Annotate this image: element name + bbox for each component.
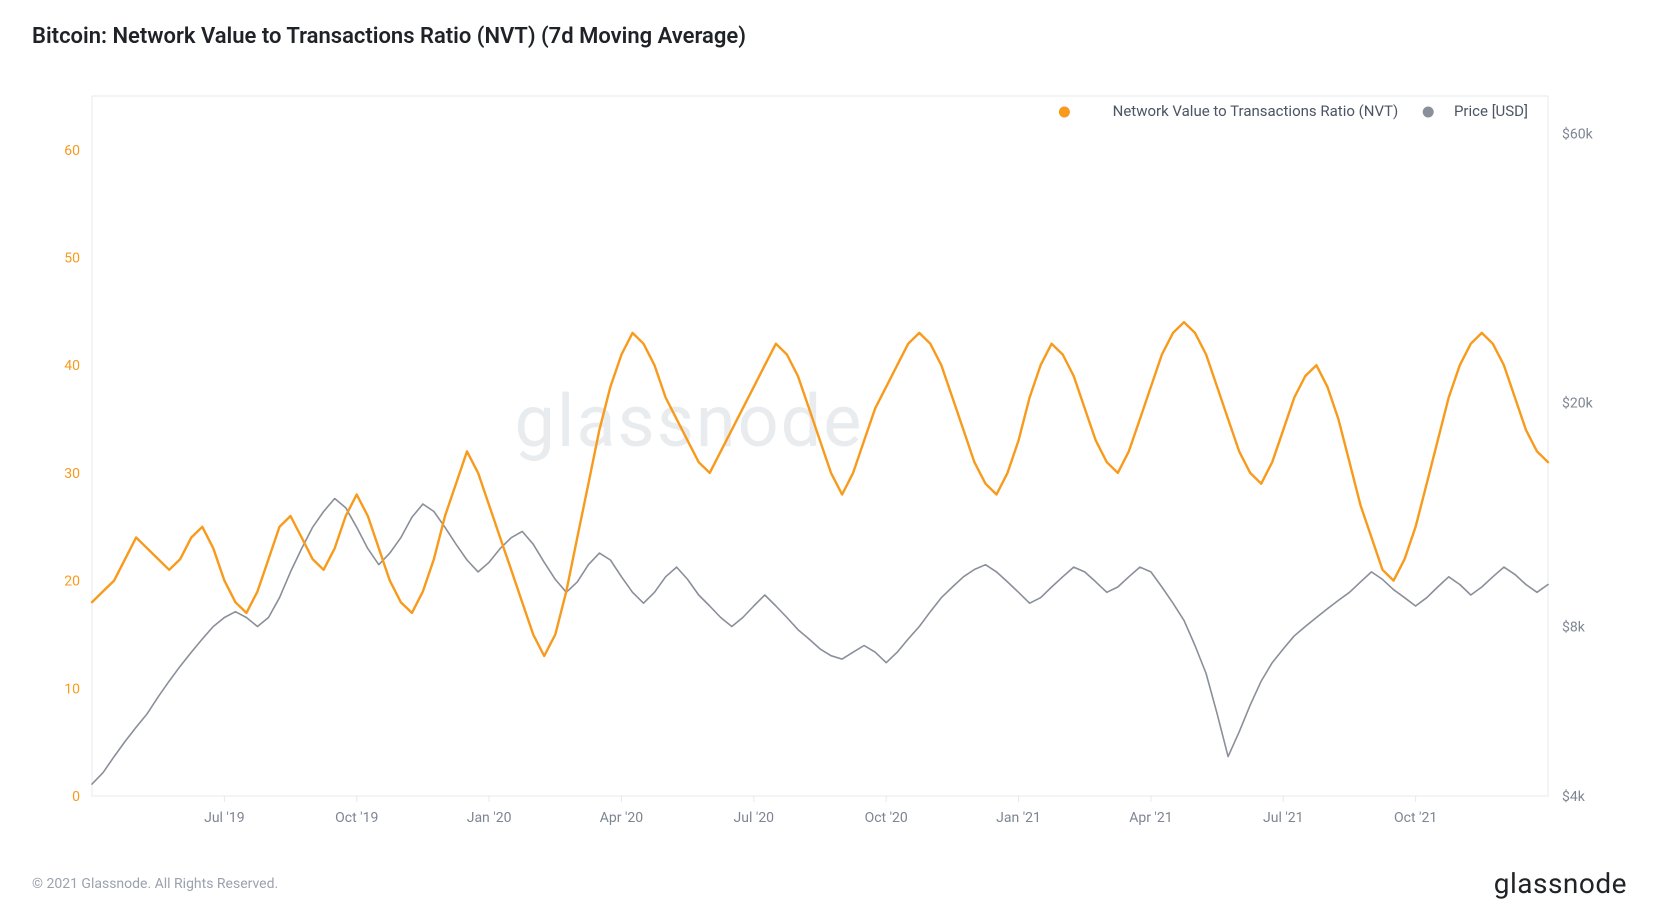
svg-text:Jul '21: Jul '21 xyxy=(1263,810,1304,826)
svg-text:30: 30 xyxy=(64,466,80,482)
svg-text:50: 50 xyxy=(64,251,80,267)
svg-text:Jul '19: Jul '19 xyxy=(204,810,245,826)
svg-text:$60k: $60k xyxy=(1562,126,1594,143)
svg-text:Price [USD]: Price [USD] xyxy=(1454,102,1528,120)
brand-logo: glassnode xyxy=(1494,867,1627,900)
svg-text:Jan '20: Jan '20 xyxy=(467,810,512,826)
svg-text:$20k: $20k xyxy=(1562,394,1594,411)
copyright-text: © 2021 Glassnode. All Rights Reserved. xyxy=(32,876,278,892)
svg-text:Jul '20: Jul '20 xyxy=(734,810,775,826)
svg-text:Oct '21: Oct '21 xyxy=(1394,810,1437,826)
svg-text:0: 0 xyxy=(72,789,80,805)
svg-text:glassnode: glassnode xyxy=(514,379,863,464)
svg-text:$8k: $8k xyxy=(1562,618,1586,635)
svg-text:20: 20 xyxy=(64,574,80,590)
chart-container: glassnode 0 10 20 30 40 50 60 $4k $8k $20k $60k Jul … xyxy=(32,80,1627,840)
svg-text:Oct '20: Oct '20 xyxy=(865,810,908,826)
svg-text:Apr '20: Apr '20 xyxy=(600,810,644,826)
svg-text:Oct '19: Oct '19 xyxy=(335,810,378,826)
svg-text:40: 40 xyxy=(64,358,80,374)
svg-text:60: 60 xyxy=(64,143,80,159)
svg-text:$4k: $4k xyxy=(1562,788,1586,805)
svg-text:Jan '21: Jan '21 xyxy=(996,810,1041,826)
svg-text:Apr '21: Apr '21 xyxy=(1129,810,1172,826)
svg-text:10: 10 xyxy=(64,681,80,697)
svg-text:Network Value to Transactions: Network Value to Transactions Ratio (NVT… xyxy=(1113,102,1399,120)
chart-title: Bitcoin: Network Value to Transactions R… xyxy=(32,24,746,49)
line-chart: glassnode 0 10 20 30 40 50 60 $4k $8k $20k $60k Jul … xyxy=(32,80,1627,840)
